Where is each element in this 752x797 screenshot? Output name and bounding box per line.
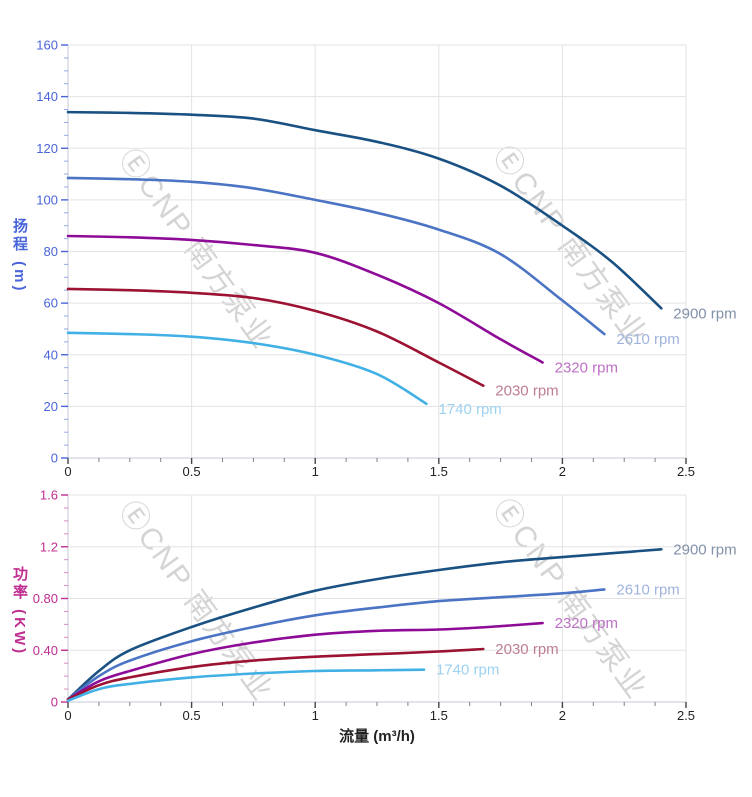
x-tick-label: 2.5	[677, 464, 695, 479]
x-tick-label: 1	[312, 708, 319, 723]
y-tick-label: 60	[44, 296, 58, 311]
curve-2030-rpm	[66, 287, 485, 387]
cnp-watermark: ⒺCNP 南方泵业	[112, 143, 279, 356]
y-tick-label: 120	[36, 141, 58, 156]
curve-2320-rpm	[66, 621, 544, 701]
curve-label-2610-rpm: 2610 rpm	[616, 581, 679, 598]
curve-2610-rpm	[66, 588, 606, 701]
y-tick-label: 140	[36, 89, 58, 104]
y-tick-label: 20	[44, 399, 58, 414]
x-tick-label: 2	[559, 464, 566, 479]
curve-label-2320-rpm: 2320 rpm	[555, 615, 618, 632]
curve-label-2610-rpm: 2610 rpm	[616, 331, 679, 348]
curve-label-2900-rpm: 2900 rpm	[673, 305, 736, 322]
y-tick-label: 100	[36, 192, 58, 207]
curve-2900-rpm	[66, 548, 663, 701]
x-tick-label: 2	[559, 708, 566, 723]
y-tick-label: 80	[44, 244, 58, 259]
y-tick-label: 160	[36, 38, 58, 53]
y-tick-label: 40	[44, 347, 58, 362]
y-tick-label: 0.80	[33, 591, 58, 606]
power-axis-title: 功率 (KW)	[11, 566, 28, 657]
curve-label-2030-rpm: 2030 rpm	[495, 383, 558, 400]
curve-2320-rpm	[66, 234, 544, 364]
curve-label-2320-rpm: 2320 rpm	[555, 359, 618, 376]
curve-1740-rpm	[66, 668, 426, 703]
curve-1740-rpm	[66, 331, 428, 406]
x-tick-label: 0	[64, 708, 71, 723]
x-tick-label: 0.5	[183, 464, 201, 479]
curve-2030-rpm	[66, 647, 485, 701]
curve-2900-rpm	[66, 110, 663, 310]
flow-axis-title: 流量 (m³/h)	[339, 728, 415, 745]
y-tick-label: 0	[51, 695, 58, 710]
x-tick-label: 0.5	[183, 708, 201, 723]
curve-label-1740-rpm: 1740 rpm	[436, 662, 499, 679]
power-vs-flow-chart: 0 0.5 1 1.5 2 2.5 0 0.40 0.80 1.2 1.6 2900 rpm 2610 …	[33, 488, 737, 724]
x-tick-label: 2.5	[677, 708, 695, 723]
head-vs-flow-chart: 0 0.5 1 1.5 2 2.5 0 20 40 60 80 100 120 140 160 2900 rp…	[36, 38, 736, 480]
y-tick-label: 1.6	[40, 488, 58, 503]
x-tick-label: 0	[64, 464, 71, 479]
y-tick-label: 0	[51, 451, 58, 466]
cnp-watermark: ⒺCNP 南方泵业	[486, 493, 653, 706]
x-tick-label: 1.5	[430, 464, 448, 479]
x-tick-label: 1	[312, 464, 319, 479]
y-tick-label: 0.40	[33, 643, 58, 658]
x-tick-label: 1.5	[430, 708, 448, 723]
curve-label-2900-rpm: 2900 rpm	[673, 541, 736, 558]
curve-label-2030-rpm: 2030 rpm	[495, 641, 558, 658]
y-tick-label: 1.2	[40, 539, 58, 554]
curve-2610-rpm	[66, 176, 606, 336]
head-axis-title: 扬程 (m)	[11, 218, 28, 294]
curve-label-1740-rpm: 1740 rpm	[438, 401, 501, 418]
cnp-watermark: ⒺCNP 南方泵业	[486, 140, 653, 353]
